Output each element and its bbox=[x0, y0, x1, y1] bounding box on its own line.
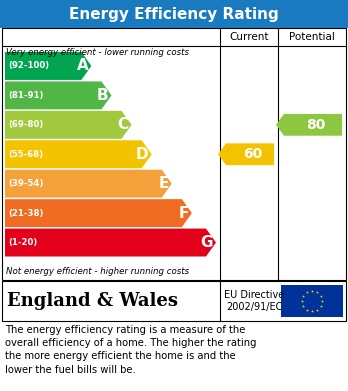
Text: (69-80): (69-80) bbox=[8, 120, 43, 129]
Polygon shape bbox=[5, 170, 172, 197]
Text: EU Directive
2002/91/EC: EU Directive 2002/91/EC bbox=[224, 290, 284, 312]
Text: Not energy efficient - higher running costs: Not energy efficient - higher running co… bbox=[6, 267, 189, 276]
Polygon shape bbox=[5, 52, 92, 80]
Text: (81-91): (81-91) bbox=[8, 91, 44, 100]
Text: Very energy efficient - lower running costs: Very energy efficient - lower running co… bbox=[6, 48, 189, 57]
Text: E: E bbox=[158, 176, 169, 191]
Text: D: D bbox=[136, 147, 149, 162]
Text: The energy efficiency rating is a measure of the
overall efficiency of a home. T: The energy efficiency rating is a measur… bbox=[5, 325, 256, 375]
Text: B: B bbox=[97, 88, 109, 103]
Text: (92-100): (92-100) bbox=[8, 61, 49, 70]
Polygon shape bbox=[5, 229, 216, 256]
Polygon shape bbox=[5, 81, 111, 109]
Text: Current: Current bbox=[229, 32, 269, 42]
Text: (21-38): (21-38) bbox=[8, 209, 44, 218]
Bar bbox=[281, 285, 343, 317]
Polygon shape bbox=[276, 114, 342, 136]
Polygon shape bbox=[218, 143, 274, 165]
Text: 80: 80 bbox=[306, 118, 326, 132]
Text: 60: 60 bbox=[243, 147, 263, 161]
Text: Potential: Potential bbox=[289, 32, 335, 42]
Bar bbox=[0, 0, 348, 28]
Bar bbox=[2, 28, 346, 280]
Text: C: C bbox=[118, 117, 128, 132]
Polygon shape bbox=[5, 199, 192, 227]
Text: Energy Efficiency Rating: Energy Efficiency Rating bbox=[69, 7, 279, 22]
Text: A: A bbox=[77, 59, 88, 74]
Text: England & Wales: England & Wales bbox=[7, 292, 178, 310]
Polygon shape bbox=[5, 140, 152, 168]
Text: (39-54): (39-54) bbox=[8, 179, 44, 188]
Text: F: F bbox=[179, 206, 189, 221]
Bar bbox=[2, 281, 346, 321]
Text: (1-20): (1-20) bbox=[8, 238, 37, 247]
Text: G: G bbox=[200, 235, 213, 250]
Text: (55-68): (55-68) bbox=[8, 150, 43, 159]
Polygon shape bbox=[5, 111, 132, 139]
